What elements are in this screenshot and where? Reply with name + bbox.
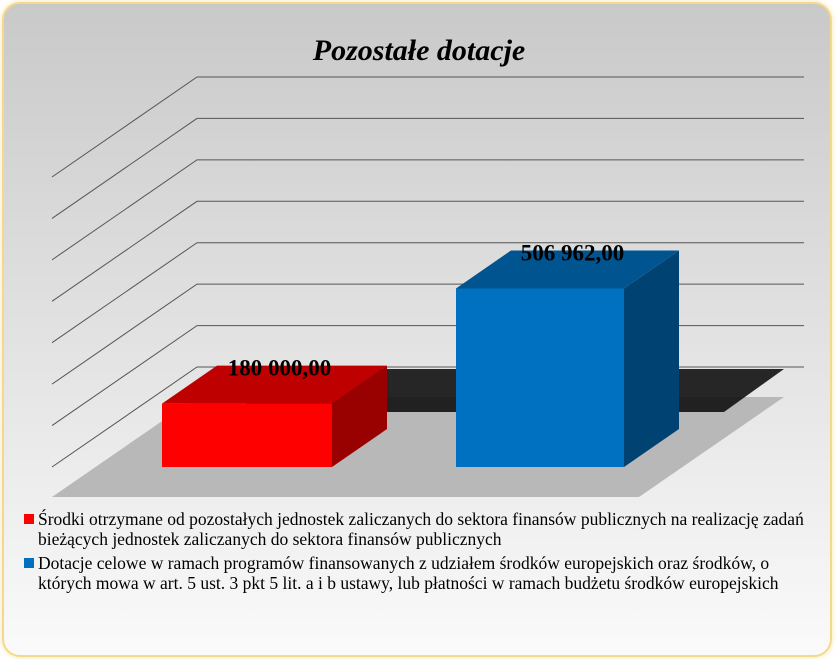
grid-line <box>51 242 804 344</box>
grid-line <box>51 76 804 178</box>
grid-line <box>51 117 804 219</box>
bar <box>162 403 332 467</box>
bar-top <box>456 250 679 289</box>
data-label: 506 962,00 <box>521 240 625 265</box>
bar-top <box>162 365 387 404</box>
grid-line <box>51 200 804 302</box>
data-label: 180 000,00 <box>228 356 332 381</box>
legend-item: Dotacje celowe w ramach programów finans… <box>24 553 804 593</box>
legend-swatch <box>24 514 34 524</box>
bar <box>456 288 624 467</box>
legend-label: Dotacje celowe w ramach programów finans… <box>38 553 779 593</box>
chart-title: Pozostałe dotacje <box>312 34 525 67</box>
chart: Pozostałe dotacje 180 000,00 506 962,00 <box>51 34 804 497</box>
legend: Środki otrzymane od pozostałych jednoste… <box>24 509 804 597</box>
legend-item: Środki otrzymane od pozostałych jednoste… <box>24 509 804 549</box>
grid-line <box>51 159 804 261</box>
bar-side <box>332 365 387 467</box>
legend-label: Środki otrzymane od pozostałych jednoste… <box>38 509 804 549</box>
bar-side <box>624 250 679 467</box>
legend-swatch <box>24 558 34 568</box>
